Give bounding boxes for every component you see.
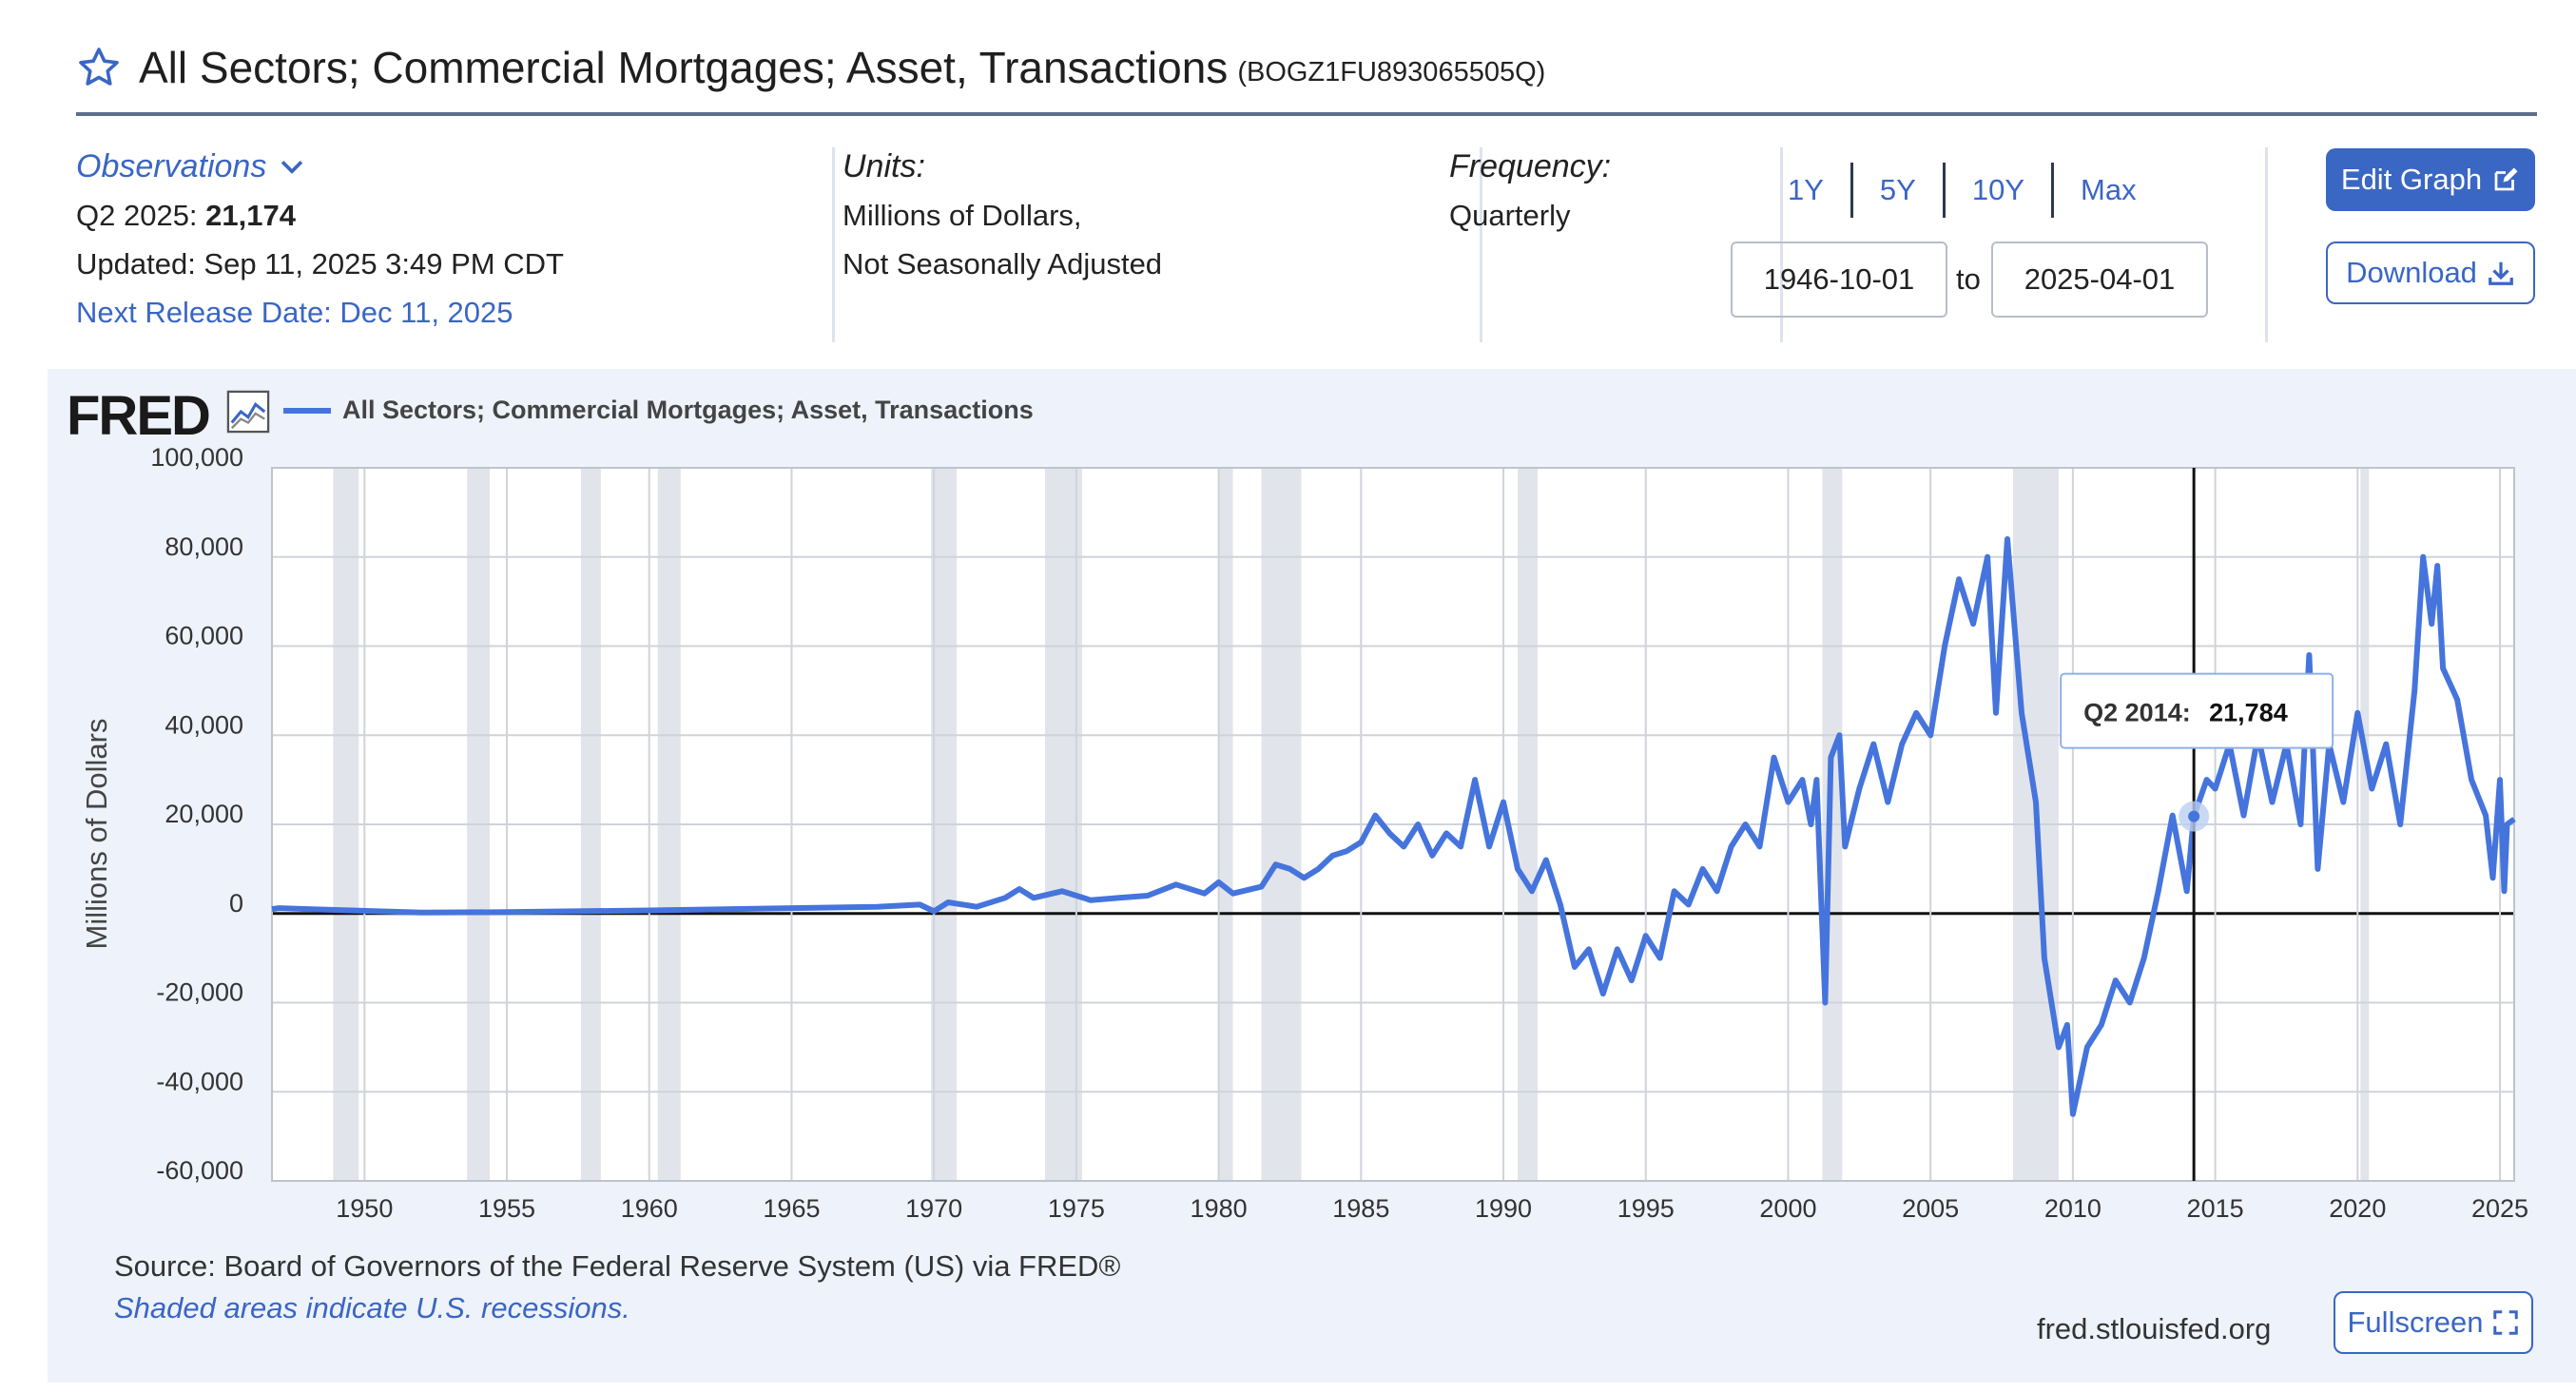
star-icon[interactable] — [76, 45, 122, 90]
x-tick-label: 1960 — [621, 1194, 678, 1223]
y-tick-label: 20,000 — [165, 800, 243, 828]
edit-icon — [2494, 167, 2518, 191]
observations-block: Observations Q2 2025: 21,174 Updated: Se… — [76, 143, 564, 337]
y-tick-label: 0 — [229, 889, 243, 918]
range-separator — [1850, 163, 1853, 218]
range-5y-button[interactable]: 5Y — [1879, 173, 1916, 206]
fred-logo: FRED — [67, 385, 211, 447]
range-10y-button[interactable]: 10Y — [1971, 173, 2025, 206]
hover-point — [2188, 810, 2200, 822]
x-tick-label: 2015 — [2187, 1194, 2244, 1223]
divider — [832, 147, 835, 342]
fred-url: fred.stlouisfed.org — [2037, 1312, 2272, 1345]
title-divider — [76, 112, 2537, 116]
x-tick-label: 2005 — [1902, 1194, 1959, 1223]
edit-graph-label: Edit Graph — [2340, 163, 2483, 196]
y-axis-label: Millions of Dollars — [80, 719, 113, 950]
divider — [1780, 147, 1783, 342]
divider — [1480, 147, 1482, 342]
x-tick-label: 1970 — [905, 1194, 962, 1223]
y-tick-label: 100,000 — [150, 443, 243, 472]
x-tick-label: 1950 — [336, 1194, 393, 1223]
tooltip-period: Q2 2014: — [2083, 699, 2191, 727]
y-tick-label: 60,000 — [165, 622, 243, 650]
x-tick-label: 2000 — [1759, 1194, 1816, 1223]
page-title: All Sectors; Commercial Mortgages; Asset… — [139, 43, 1229, 92]
range-separator — [1942, 163, 1946, 218]
x-tick-label: 1980 — [1191, 1194, 1248, 1223]
download-button[interactable]: Download — [2326, 242, 2535, 304]
y-tick-label: -20,000 — [156, 978, 243, 1007]
x-tick-label: 1985 — [1332, 1194, 1389, 1223]
x-tick-label: 2010 — [2044, 1194, 2101, 1223]
tooltip-box — [2060, 672, 2334, 749]
legend-swatch — [283, 407, 331, 414]
fullscreen-icon — [2492, 1310, 2518, 1335]
line-chart[interactable]: -60,000 -40,000 -20,000 0 20,000 40,000 60,000… — [48, 369, 2576, 1225]
latest-value: 21,174 — [205, 199, 296, 232]
range-1y-button[interactable]: 1Y — [1788, 173, 1824, 206]
download-icon — [2489, 261, 2513, 285]
end-date-input[interactable]: 2025-04-01 — [1991, 242, 2208, 318]
graph-panel: -60,000 -40,000 -20,000 0 20,000 40,000 60,000… — [48, 369, 2576, 1382]
date-to-label: to — [1956, 262, 1981, 296]
frequency-value: Quarterly — [1449, 199, 1571, 232]
divider — [2265, 147, 2268, 342]
source-text: Source: Board of Governors of the Federa… — [114, 1249, 1121, 1283]
series-line — [271, 536, 2516, 1117]
x-tick-label: 1965 — [763, 1194, 820, 1223]
units-line1: Millions of Dollars, — [843, 199, 1082, 232]
y-tick-label: -40,000 — [156, 1067, 243, 1095]
tooltip-value: 21,784 — [2209, 699, 2288, 727]
latest-period: Q2 2025: — [76, 199, 198, 232]
download-label: Download — [2346, 256, 2477, 289]
units-label: Units: — [843, 148, 925, 184]
x-tick-label: 1990 — [1475, 1194, 1532, 1223]
units-block: Units: Millions of Dollars, Not Seasonal… — [843, 143, 1162, 288]
plot-frame — [271, 467, 2515, 1182]
fred-chart-icon — [226, 390, 270, 434]
observations-label: Observations — [76, 148, 267, 184]
y-tick-label: 80,000 — [165, 532, 243, 561]
start-date-input[interactable]: 1946-10-01 — [1731, 242, 1947, 318]
series-id: (BOGZ1FU893065505Q) — [1237, 56, 1546, 87]
y-tick-label: -60,000 — [156, 1156, 243, 1185]
title-row: All Sectors; Commercial Mortgages; Asset… — [76, 34, 1545, 101]
next-release-link[interactable]: Next Release Date: Dec 11, 2025 — [76, 296, 513, 329]
y-tick-label: 40,000 — [165, 710, 243, 739]
range-buttons: 1Y 5Y 10Y Max — [1761, 162, 2163, 219]
chevron-down-icon — [281, 160, 303, 174]
recession-note: Shaded areas indicate U.S. recessions. — [114, 1291, 630, 1324]
x-tick-label: 2025 — [2471, 1194, 2528, 1223]
x-tick-label: 1955 — [478, 1194, 535, 1223]
frequency-label: Frequency: — [1449, 148, 1612, 184]
frequency-block: Frequency: Quarterly — [1449, 143, 1611, 240]
fullscreen-label: Fullscreen — [2347, 1305, 2484, 1339]
range-max-button[interactable]: Max — [2081, 173, 2137, 206]
observations-toggle[interactable]: Observations — [76, 143, 564, 191]
updated-text: Updated: Sep 11, 2025 3:49 PM CDT — [76, 247, 564, 280]
fullscreen-button[interactable]: Fullscreen — [2334, 1291, 2533, 1354]
latest-observation: Q2 2025: 21,174 — [76, 191, 564, 240]
legend-label: All Sectors; Commercial Mortgages; Asset… — [342, 396, 1034, 424]
range-separator — [2051, 163, 2055, 218]
chart-legend[interactable]: All Sectors; Commercial Mortgages; Asset… — [283, 396, 1034, 425]
x-tick-label: 1975 — [1048, 1194, 1105, 1223]
edit-graph-button[interactable]: Edit Graph — [2326, 148, 2535, 211]
units-line2: Not Seasonally Adjusted — [843, 247, 1163, 280]
x-tick-label: 1995 — [1617, 1194, 1675, 1223]
x-tick-label: 2020 — [2329, 1194, 2386, 1223]
